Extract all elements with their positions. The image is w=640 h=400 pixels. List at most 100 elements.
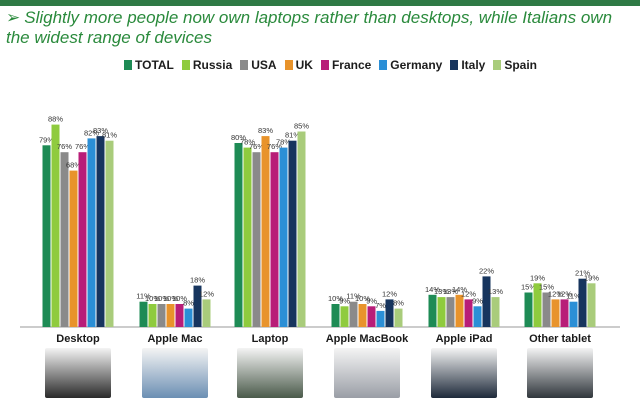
legend-label: France xyxy=(331,58,372,72)
legend-swatch xyxy=(284,60,293,70)
bar-desktop-total xyxy=(42,145,51,327)
bar-apple-ipad-spain xyxy=(491,297,500,327)
bar-apple-ipad-germany xyxy=(473,306,482,327)
data-label: 12% xyxy=(557,289,572,298)
legend-item-total: TOTAL xyxy=(124,58,174,72)
legend-swatch xyxy=(320,60,329,70)
category-label: Apple Mac xyxy=(147,333,202,345)
data-label: 11% xyxy=(566,292,581,301)
bar-apple-macbook-uk xyxy=(358,304,367,327)
imac-icon xyxy=(142,348,208,398)
bar-apple-macbook-france xyxy=(367,306,376,327)
data-label: 78% xyxy=(240,138,255,147)
legend-label: Spain xyxy=(504,58,538,72)
data-label: 10% xyxy=(163,294,178,303)
ipad-icon xyxy=(431,348,497,398)
legend-swatch xyxy=(379,60,388,70)
legend-label: Germany xyxy=(390,58,443,72)
data-label: 76% xyxy=(267,142,282,151)
bar-desktop-italy xyxy=(96,136,105,327)
data-label: 19% xyxy=(530,273,545,282)
data-label: 10% xyxy=(355,294,370,303)
top-accent-bar xyxy=(0,0,640,6)
bar-apple-macbook-spain xyxy=(394,308,403,327)
bar-apple-ipad-russia xyxy=(437,297,446,327)
data-label: 21% xyxy=(575,269,590,278)
bar-apple-ipad-total xyxy=(428,294,437,327)
bar-laptop-total xyxy=(234,143,243,327)
data-label: 13% xyxy=(434,287,449,296)
bar-other-tablet-uk xyxy=(551,299,560,327)
data-label: 80% xyxy=(231,133,246,142)
data-label: 85% xyxy=(294,122,309,131)
bar-laptop-spain xyxy=(297,131,306,327)
bar-laptop-germany xyxy=(279,147,288,327)
bar-apple-mac-germany xyxy=(184,308,193,327)
bar-apple-mac-uk xyxy=(166,304,175,327)
legend-label: Italy xyxy=(461,58,486,72)
bar-apple-mac-italy xyxy=(193,285,202,327)
legend-item-usa: USA xyxy=(240,58,277,72)
bar-apple-macbook-total xyxy=(331,304,340,327)
bar-apple-macbook-germany xyxy=(376,310,385,327)
bar-laptop-russia xyxy=(243,147,252,327)
bar-laptop-france xyxy=(270,152,279,327)
legend-swatch xyxy=(181,60,190,70)
legend-swatch xyxy=(450,60,459,70)
data-label: 14% xyxy=(425,285,440,294)
bar-other-tablet-italy xyxy=(578,278,587,327)
legend-item-germany: Germany xyxy=(379,58,442,72)
bar-laptop-usa xyxy=(252,152,261,327)
data-label: 9% xyxy=(339,296,350,305)
bar-desktop-germany xyxy=(87,138,96,327)
legend-label: UK xyxy=(295,58,313,72)
bullet-arrow-icon: ➢ xyxy=(6,8,21,27)
data-label: 12% xyxy=(548,289,563,298)
data-label: 81% xyxy=(102,131,117,140)
bar-apple-ipad-uk xyxy=(455,294,464,327)
legend-item-spain: Spain xyxy=(493,58,537,72)
legend-swatch xyxy=(124,60,132,70)
bar-apple-mac-total xyxy=(139,301,148,327)
bar-apple-mac-spain xyxy=(202,299,211,327)
bar-chart: 79%88%76%68%76%82%83%81%Desktop11%10%10%… xyxy=(20,115,620,345)
chart-legend: TOTAL Russia USA UK France Germany Italy Spain xyxy=(124,58,537,72)
data-label: 83% xyxy=(258,126,273,135)
legend-item-italy: Italy xyxy=(450,58,485,72)
data-label: 12% xyxy=(382,289,397,298)
bar-apple-mac-russia xyxy=(148,304,157,327)
legend-swatch xyxy=(240,60,249,70)
data-label: 76% xyxy=(57,142,72,151)
bar-other-tablet-spain xyxy=(587,283,596,327)
category-label: Other tablet xyxy=(529,333,591,345)
category-label: Apple iPad xyxy=(436,333,493,345)
bar-desktop-uk xyxy=(69,170,78,327)
data-label: 68% xyxy=(66,161,81,170)
legend-item-france: France xyxy=(320,58,372,72)
data-label: 12% xyxy=(461,289,476,298)
data-label: 11% xyxy=(346,292,361,301)
legend-label: Russia xyxy=(192,58,233,72)
desktop-tower-icon xyxy=(45,348,111,398)
data-label: 81% xyxy=(285,131,300,140)
data-label: 12% xyxy=(199,289,214,298)
data-label: 7% xyxy=(375,301,386,310)
bar-desktop-spain xyxy=(105,140,114,327)
data-label: 15% xyxy=(521,283,536,292)
bar-apple-mac-france xyxy=(175,304,184,327)
data-label: 19% xyxy=(584,273,599,282)
bar-laptop-uk xyxy=(261,136,270,327)
subtitle-text: Slightly more people now own laptops rat… xyxy=(6,8,613,47)
data-label: 79% xyxy=(39,135,54,144)
data-label: 9% xyxy=(366,296,377,305)
bar-other-tablet-total xyxy=(524,292,533,327)
bar-desktop-usa xyxy=(60,152,69,327)
bar-apple-macbook-russia xyxy=(340,306,349,327)
legend-swatch xyxy=(493,60,502,70)
data-label: 9% xyxy=(472,296,483,305)
data-label: 15% xyxy=(539,283,554,292)
bar-apple-ipad-italy xyxy=(482,276,491,327)
data-label: 83% xyxy=(93,126,108,135)
bar-laptop-italy xyxy=(288,140,297,327)
bar-apple-mac-usa xyxy=(157,304,166,327)
